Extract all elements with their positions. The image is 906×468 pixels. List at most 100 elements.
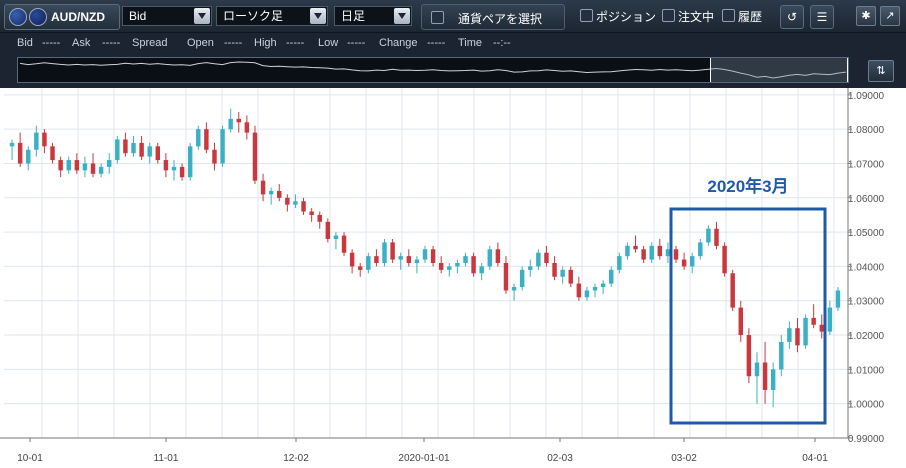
candle-body: [528, 266, 533, 270]
history-checkbox[interactable]: [722, 9, 735, 22]
candle-body: [552, 263, 557, 277]
candle-body: [82, 163, 88, 171]
candle-body: [42, 132, 47, 147]
y-tick-label: 1.09000: [848, 91, 885, 102]
candle-body: [770, 369, 776, 390]
candle-body: [665, 249, 671, 257]
candle-body: [236, 118, 241, 123]
navigator-line: [19, 61, 847, 79]
y-tick-label: 1.04000: [848, 262, 885, 273]
candle-body: [268, 190, 274, 195]
candle-body: [341, 235, 347, 253]
candle-body: [738, 307, 744, 336]
candle-body: [503, 263, 509, 291]
chart-background: [0, 88, 906, 468]
x-tick-label: 12-02: [283, 453, 309, 464]
candle-body: [333, 235, 339, 239]
candle-body: [463, 256, 468, 263]
candle-body: [204, 129, 209, 150]
x-tick-label: 2020-01-01: [398, 453, 450, 464]
popout-icon[interactable]: ↗: [880, 6, 900, 26]
candle-body: [390, 242, 395, 260]
candle-body: [455, 263, 460, 267]
chart-list-icon[interactable]: ☰: [810, 5, 834, 29]
chart-tool-icon[interactable]: ↺: [780, 5, 804, 29]
candle-body: [609, 269, 614, 284]
chart-type-value: ローソク足: [223, 9, 284, 23]
bid-label: Bid: [17, 37, 33, 49]
navigator[interactable]: [17, 57, 849, 83]
candle-body: [50, 146, 55, 161]
candle-body: [714, 228, 719, 246]
candle-body: [293, 201, 298, 205]
candle-body: [171, 166, 177, 171]
navigator-selection[interactable]: [710, 58, 848, 82]
candle-body: [779, 341, 784, 370]
candle-body: [584, 290, 590, 298]
chevron-down-icon: [310, 8, 326, 24]
candle-body: [414, 259, 420, 263]
positions-checkbox[interactable]: [580, 9, 593, 22]
candle-body: [58, 160, 63, 171]
candle-body: [17, 142, 23, 164]
candle-body: [285, 197, 290, 205]
candle-body: [228, 118, 233, 130]
orders-checkbox[interactable]: [662, 9, 675, 22]
candle-body: [511, 287, 517, 291]
chevron-down-icon: [394, 8, 410, 24]
pair-select-button[interactable]: 通貨ペアを選択: [421, 4, 565, 30]
candle-body: [649, 245, 654, 260]
march-2020-box: [669, 207, 827, 425]
candle-body: [706, 228, 711, 243]
pair-select-checkbox[interactable]: [431, 11, 444, 24]
candle-body: [438, 263, 444, 270]
pair-button[interactable]: AUD/NZD: [4, 4, 120, 30]
y-axis: 1.09000 1.08000 1.07000 1.06000 1.05000 1.040…: [847, 88, 885, 445]
candle-body: [374, 256, 379, 263]
candle-body: [349, 252, 355, 267]
candle-body: [422, 249, 428, 260]
navigator-expand-icon[interactable]: ⇅: [868, 60, 894, 82]
candle-body: [9, 142, 15, 147]
candle-body: [244, 122, 250, 133]
y-tick-label: 1.03000: [848, 297, 885, 308]
candle-body: [487, 249, 493, 267]
quote-row: Bid ----- Ask ----- Spread Open ----- Hi…: [0, 34, 906, 52]
toolbar: AUD/NZD Bid ローソク足 日足 通貨ペアを選択 ポジション 注文中 履…: [0, 0, 906, 33]
candle-body: [187, 146, 193, 178]
low-label: Low: [318, 37, 339, 49]
chevron-down-icon: [194, 8, 210, 24]
price-type-select[interactable]: Bid: [122, 6, 212, 26]
candle-body: [592, 287, 598, 291]
candle-body: [317, 214, 322, 222]
timeframe-select[interactable]: 日足: [334, 6, 412, 26]
x-tick-label: 04-01: [802, 453, 828, 464]
candle-body: [657, 245, 663, 257]
chart-type-select[interactable]: ローソク足: [216, 6, 328, 26]
orders-label: 注文中: [678, 10, 715, 24]
candle-body: [560, 269, 565, 277]
candle-body: [625, 245, 630, 257]
high-label: High: [254, 37, 277, 49]
candle-body: [430, 249, 436, 263]
candle-body: [681, 259, 687, 267]
candle-body: [301, 201, 306, 212]
y-tick-label: 1.02000: [848, 331, 885, 342]
x-axis: 10-01 11-01 12-02 2020-01-01 02-03 03-02 04-01: [0, 437, 848, 464]
candle-body: [795, 328, 800, 346]
candle-body: [673, 249, 679, 260]
nzd-flag-icon: [29, 8, 47, 26]
candle-body: [325, 221, 331, 239]
candle-body: [576, 283, 582, 298]
gear-icon[interactable]: ✱: [856, 6, 876, 26]
candle-body: [746, 335, 752, 377]
y-tick-label: 0.99000: [848, 434, 885, 445]
candle-body: [123, 139, 128, 154]
candle-body: [544, 252, 549, 263]
candle-body: [260, 180, 266, 195]
x-tick-label: 03-02: [671, 453, 697, 464]
candle-body: [252, 132, 258, 181]
candle-body: [811, 317, 816, 325]
change-label: Change: [379, 37, 418, 49]
candle-body: [633, 245, 638, 250]
